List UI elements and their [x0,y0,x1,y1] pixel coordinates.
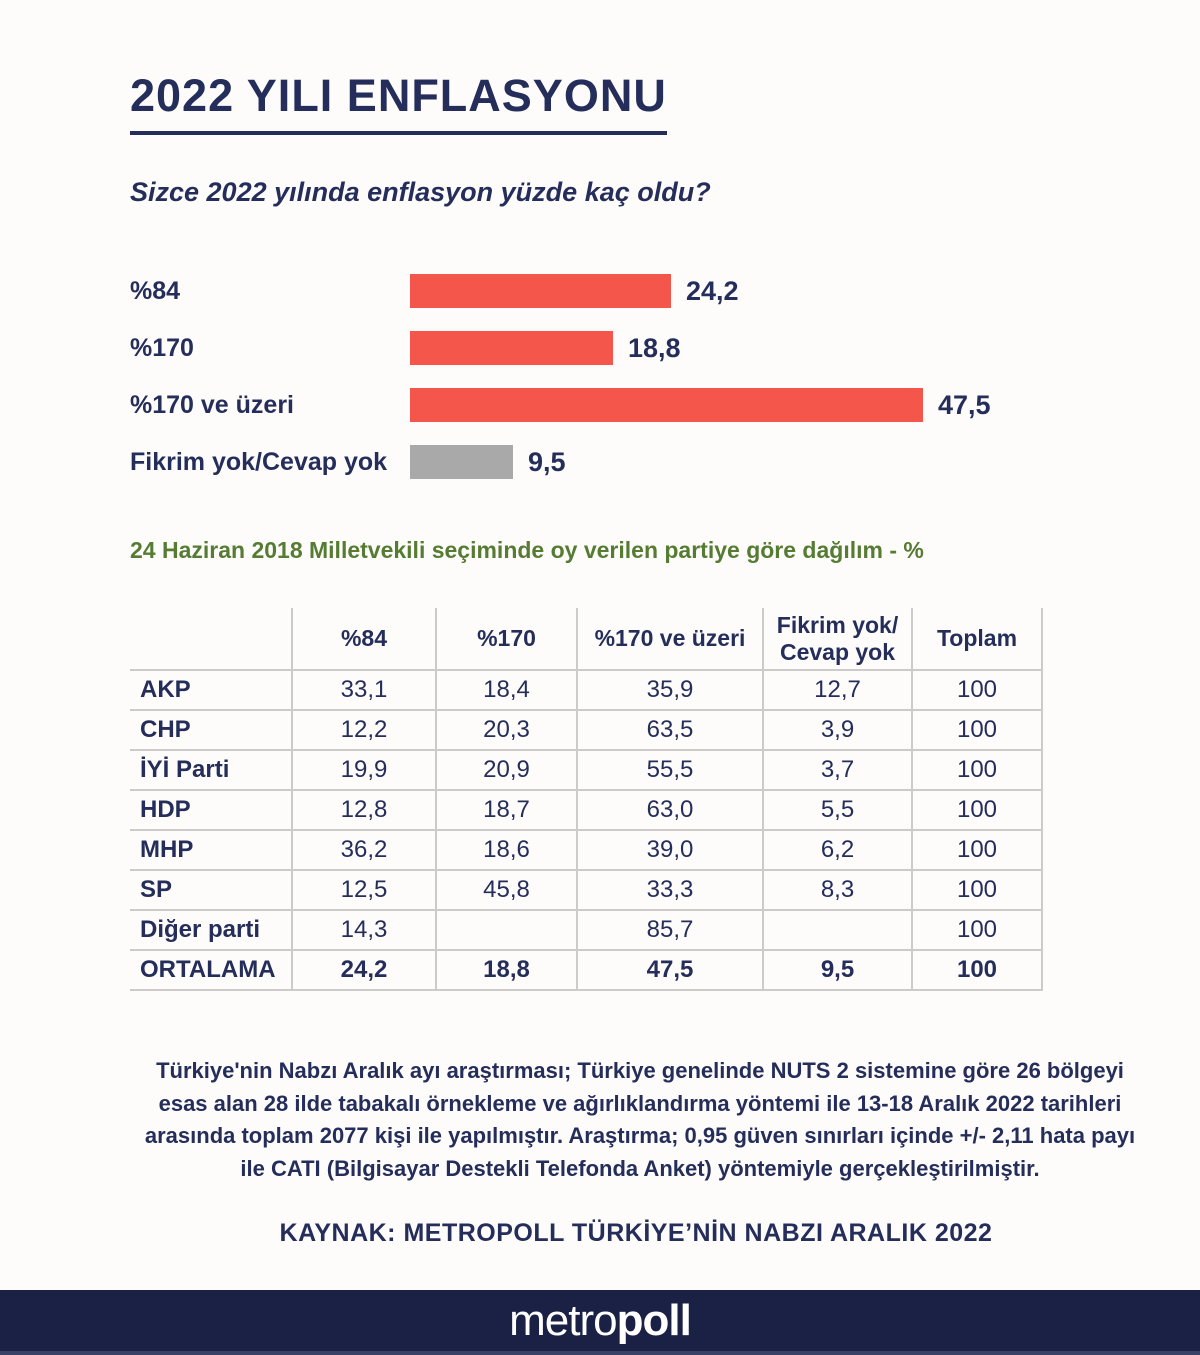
chart-row: Fikrim yok/Cevap yok 9,5 [130,445,1142,479]
value-cell: 100 [911,709,1043,751]
value-cell: 12,2 [291,709,437,751]
table-header-cell: %84 [291,608,437,671]
table-header-cell: Toplam [911,608,1043,671]
value-cell: 45,8 [435,869,578,911]
value-cell: 100 [911,909,1043,951]
bar-value-label: 18,8 [628,332,681,363]
table-row: AKP 33,1 18,4 35,9 12,7 100 [130,669,1043,711]
chart-category-label: %170 ve üzeri [130,390,294,419]
value-cell: 18,4 [435,669,578,711]
value-cell: 6,2 [762,829,913,871]
value-cell: 18,8 [435,949,578,991]
survey-question-subtitle: Sizce 2022 yılında enflasyon yüzde kaç o… [130,177,711,207]
metropoll-logo-poll: poll [616,1295,692,1345]
bar [410,274,671,308]
table-row: HDP 12,8 18,7 63,0 5,5 100 [130,789,1043,831]
value-cell: 63,0 [576,789,764,831]
value-cell: 20,9 [435,749,578,791]
value-cell: 9,5 [762,949,913,991]
value-cell: 47,5 [576,949,764,991]
value-cell: 18,6 [435,829,578,871]
table-row: İYİ Parti 19,9 20,9 55,5 3,7 100 [130,749,1043,791]
row-label-cell: İYİ Parti [130,749,293,791]
row-label-cell: SP [130,869,293,911]
chart-row: %170 18,8 [130,331,1142,365]
value-cell: 19,9 [291,749,437,791]
bar [410,388,923,422]
value-cell: 33,1 [291,669,437,711]
value-cell: 35,9 [576,669,764,711]
metropoll-logo-metro: metro [509,1295,617,1345]
value-cell: 12,5 [291,869,437,911]
party-breakdown-table: %84 %170 %170 ve üzeri Fikrim yok/ Cevap yo… [130,608,1043,991]
value-cell: 5,5 [762,789,913,831]
value-cell: 20,3 [435,709,578,751]
bar-value-label: 47,5 [938,389,991,420]
footer-bar: metropoll [0,1290,1200,1355]
chart-category-label: Fikrim yok/Cevap yok [130,447,388,476]
value-cell: 18,7 [435,789,578,831]
value-cell: 100 [911,669,1043,711]
value-cell [435,909,578,951]
value-cell: 12,8 [291,789,437,831]
table-row: Diğer parti 14,3 85,7 100 [130,909,1043,951]
value-cell: 100 [911,869,1043,911]
value-cell: 63,5 [576,709,764,751]
metropoll-logo: metropoll [509,1295,692,1345]
table-header-cell [130,608,293,671]
value-cell: 39,0 [576,829,764,871]
bar-value-label: 24,2 [686,275,739,306]
value-cell: 55,5 [576,749,764,791]
table-row: MHP 36,2 18,6 39,0 6,2 100 [130,829,1043,871]
inflation-bar-chart: %84 24,2 %170 18,8 %170 ve üzeri 47,5 Fikrim y… [130,274,1142,479]
row-label-cell: HDP [130,789,293,831]
value-cell: 85,7 [576,909,764,951]
chart-row: %84 24,2 [130,274,1142,308]
party-table-heading: 24 Haziran 2018 Milletvekili seçiminde o… [130,537,924,563]
table-header-cell: Fikrim yok/ Cevap yok [762,608,913,671]
table-row: SP 12,5 45,8 33,3 8,3 100 [130,869,1043,911]
value-cell: 100 [911,949,1043,991]
source-line: KAYNAK: METROPOLL TÜRKİYE’NİN NABZI ARAL… [279,1219,993,1248]
row-label-cell: Diğer parti [130,909,293,951]
row-label-cell: MHP [130,829,293,871]
value-cell: 100 [911,829,1043,871]
bar [410,445,513,479]
chart-category-label: %170 [130,333,194,362]
value-cell: 12,7 [762,669,913,711]
value-cell: 36,2 [291,829,437,871]
value-cell: 8,3 [762,869,913,911]
table-header-cell: %170 ve üzeri [576,608,764,671]
row-label-cell: CHP [130,709,293,751]
bar [410,331,613,365]
infographic-content: 2022 YILI ENFLASYONU Sizce 2022 yılında … [130,70,1142,1248]
table-row: CHP 12,2 20,3 63,5 3,9 100 [130,709,1043,751]
value-cell: 24,2 [291,949,437,991]
row-label-cell: AKP [130,669,293,711]
table-row: ORTALAMA 24,2 18,8 47,5 9,5 100 [130,949,1043,991]
methodology-note: Türkiye'nin Nabzı Aralık ayı araştırması… [144,1058,1136,1181]
chart-category-label: %84 [130,276,181,305]
value-cell: 33,3 [576,869,764,911]
bar-value-label: 9,5 [528,446,566,477]
value-cell: 14,3 [291,909,437,951]
row-label-cell: ORTALAMA [130,949,293,991]
table-body: AKP 33,1 18,4 35,9 12,7 100 CHP 12,2 20,3 63,5 3,9… [130,669,1043,991]
value-cell: 100 [911,749,1043,791]
table-header: %84 %170 %170 ve üzeri Fikrim yok/ Cevap yo… [130,608,1043,671]
table-header-cell: %170 [435,608,578,671]
page-title: 2022 YILI ENFLASYONU [130,70,667,135]
value-cell: 100 [911,789,1043,831]
chart-row: %170 ve üzeri 47,5 [130,388,1142,422]
value-cell: 3,9 [762,709,913,751]
value-cell: 3,7 [762,749,913,791]
value-cell [762,909,913,951]
